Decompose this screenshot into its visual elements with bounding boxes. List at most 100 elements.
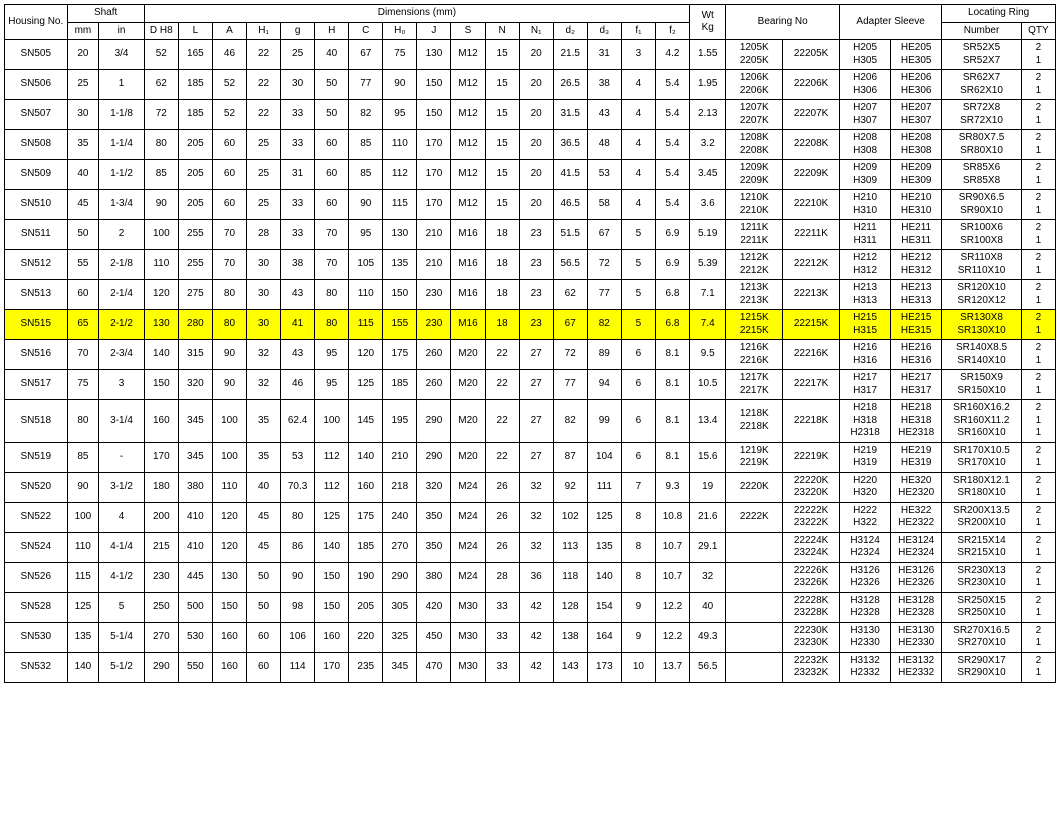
cell-dim: 90: [281, 562, 315, 592]
cell-dim: M24: [451, 562, 485, 592]
cell-dim: 175: [349, 502, 383, 532]
table-row: SN508351-1/4802056025336085110170M121520…: [5, 130, 1056, 160]
cell-shaft-in: 2-1/2: [99, 310, 144, 340]
cell-dim: 35: [247, 400, 281, 443]
cell-bearing-1: 1207K 2207K: [726, 100, 783, 130]
cell-dim: 82: [553, 400, 587, 443]
cell-dim: 85: [144, 160, 178, 190]
cell-shaft-mm: 90: [67, 472, 99, 502]
cell-dim: 500: [178, 592, 212, 622]
cell-dim: 33: [281, 130, 315, 160]
cell-housing: SN516: [5, 340, 68, 370]
cell-dim: 53: [281, 442, 315, 472]
cell-dim: 9: [621, 592, 655, 622]
cell-dim: 143: [553, 652, 587, 682]
cell-dim: 87: [553, 442, 587, 472]
cell-wt: 56.5: [690, 652, 726, 682]
cell-dim: 32: [519, 532, 553, 562]
cell-locating-number: SR170X10.5 SR170X10: [942, 442, 1022, 472]
cell-shaft-mm: 115: [67, 562, 99, 592]
cell-shaft-in: 3/4: [99, 40, 144, 70]
cell-dim: 4: [621, 160, 655, 190]
hdr-dim: H₁: [247, 22, 281, 40]
cell-shaft-in: 4: [99, 502, 144, 532]
cell-locating-qty: 2 1 1: [1021, 400, 1055, 443]
cell-locating-number: SR150X9 SR150X10: [942, 370, 1022, 400]
cell-dim: 270: [383, 532, 417, 562]
hdr-dim: D H8: [144, 22, 178, 40]
cell-dim: 113: [553, 532, 587, 562]
cell-wt: 15.6: [690, 442, 726, 472]
cell-dim: 60: [212, 130, 246, 160]
cell-dim: 32: [247, 370, 281, 400]
cell-dim: 315: [178, 340, 212, 370]
cell-dim: 160: [212, 652, 246, 682]
cell-dim: 8: [621, 532, 655, 562]
cell-dim: 8.1: [655, 400, 689, 443]
cell-adapter-2: HE218 HE318 HE2318: [891, 400, 942, 443]
cell-dim: 15: [485, 130, 519, 160]
cell-shaft-in: 2-1/4: [99, 280, 144, 310]
cell-wt: 21.6: [690, 502, 726, 532]
hdr-dim: H: [315, 22, 349, 40]
cell-dim: 3: [621, 40, 655, 70]
cell-locating-qty: 2 1: [1021, 190, 1055, 220]
cell-dim: M20: [451, 442, 485, 472]
cell-dim: 550: [178, 652, 212, 682]
cell-locating-qty: 2 1: [1021, 370, 1055, 400]
cell-bearing-2: 22219K: [783, 442, 840, 472]
cell-dim: 6: [621, 370, 655, 400]
cell-dim: 72: [144, 100, 178, 130]
hdr-dim: A: [212, 22, 246, 40]
cell-dim: 112: [315, 442, 349, 472]
cell-dim: 15: [485, 160, 519, 190]
cell-adapter-2: HE3132 HE2332: [891, 652, 942, 682]
cell-dim: M12: [451, 190, 485, 220]
table-row: SN515652-1/213028080304180115155230M1618…: [5, 310, 1056, 340]
cell-locating-qty: 2 1: [1021, 100, 1055, 130]
cell-dim: 5.4: [655, 130, 689, 160]
cell-dim: 86: [281, 532, 315, 562]
cell-locating-qty: 2 1: [1021, 532, 1055, 562]
cell-dim: 41: [281, 310, 315, 340]
cell-shaft-mm: 100: [67, 502, 99, 532]
cell-dim: 140: [349, 442, 383, 472]
cell-dim: 114: [281, 652, 315, 682]
cell-locating-number: SR52X5 SR52X7: [942, 40, 1022, 70]
cell-dim: 36.5: [553, 130, 587, 160]
cell-adapter-2: HE212 HE312: [891, 250, 942, 280]
cell-adapter-2: HE213 HE313: [891, 280, 942, 310]
cell-dim: 21.5: [553, 40, 587, 70]
cell-dim: 85: [349, 160, 383, 190]
cell-dim: 20: [519, 130, 553, 160]
cell-adapter-2: HE208 HE308: [891, 130, 942, 160]
cell-dim: 60: [247, 652, 281, 682]
cell-dim: 128: [553, 592, 587, 622]
cell-dim: 140: [144, 340, 178, 370]
cell-wt: 1.95: [690, 70, 726, 100]
cell-dim: 20: [519, 100, 553, 130]
table-row: SN505203/452165462225406775130M12152021.…: [5, 40, 1056, 70]
cell-wt: 10.5: [690, 370, 726, 400]
cell-locating-number: SR72X8 SR72X10: [942, 100, 1022, 130]
table-row: SN52812552505001505098150205305420M30334…: [5, 592, 1056, 622]
cell-bearing-1: 1217K 2217K: [726, 370, 783, 400]
cell-dim: 43: [281, 340, 315, 370]
cell-wt: 3.45: [690, 160, 726, 190]
cell-dim: 230: [144, 562, 178, 592]
cell-locating-number: SR230X13 SR230X10: [942, 562, 1022, 592]
cell-dim: 40: [315, 40, 349, 70]
cell-bearing-2: 22215K: [783, 310, 840, 340]
cell-dim: 345: [178, 442, 212, 472]
cell-wt: 29.1: [690, 532, 726, 562]
cell-bearing-1: 1218K 2218K: [726, 400, 783, 443]
cell-shaft-mm: 65: [67, 310, 99, 340]
cell-dim: 150: [383, 280, 417, 310]
cell-dim: 4: [621, 70, 655, 100]
cell-dim: 60: [315, 190, 349, 220]
cell-dim: 30: [247, 280, 281, 310]
cell-bearing-1: 1206K 2206K: [726, 70, 783, 100]
cell-locating-qty: 2 1: [1021, 622, 1055, 652]
cell-dim: 50: [315, 100, 349, 130]
cell-dim: 410: [178, 532, 212, 562]
